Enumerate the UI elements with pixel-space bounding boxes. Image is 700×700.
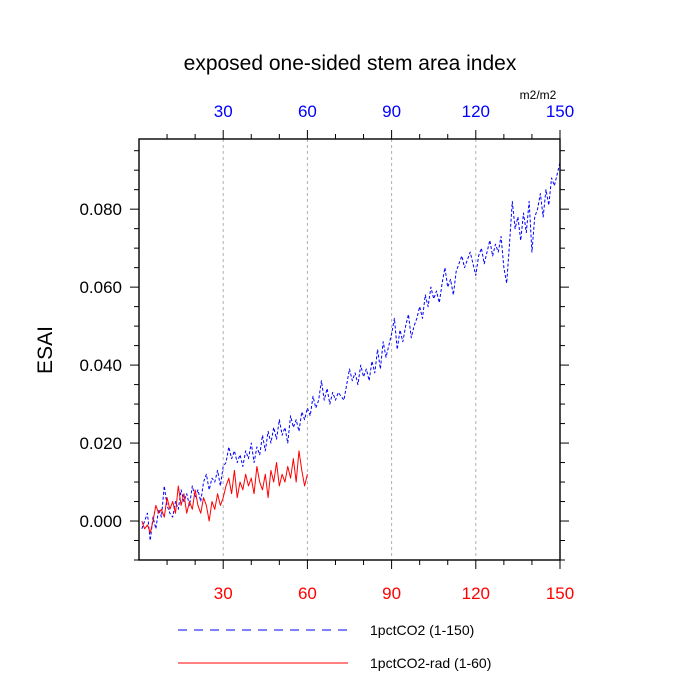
- y-tick-label-1: 0.020: [79, 434, 122, 453]
- x-tick-label-top-3: 120: [462, 102, 490, 121]
- y-axis-label: ESAI: [34, 326, 57, 374]
- x-tick-label-top-4: 150: [546, 102, 574, 121]
- x-tick-label-bottom-0: 30: [214, 584, 233, 603]
- legend: 1pctCO2 (1-150) 1pctCO2-rad (1-60): [178, 622, 491, 671]
- legend-label-0: 1pctCO2 (1-150): [370, 622, 474, 638]
- legend-label-1: 1pctCO2-rad (1-60): [370, 655, 491, 671]
- chart-title: exposed one-sided stem area index: [184, 52, 517, 75]
- y-tick-label-0: 0.000: [79, 512, 122, 531]
- y-tick-label-2: 0.040: [79, 356, 122, 375]
- plot-frame: [138, 138, 561, 561]
- x-tick-label-top-0: 30: [214, 102, 233, 121]
- x-tick-label-bottom-4: 150: [546, 584, 574, 603]
- y-tick-label-4: 0.080: [79, 200, 122, 219]
- series-line-0: [141, 162, 561, 542]
- x-tick-label-bottom-3: 120: [462, 584, 490, 603]
- series-layer: [141, 162, 561, 542]
- x-tick-label-bottom-2: 90: [382, 584, 401, 603]
- gridlines: [222, 139, 477, 560]
- y-tick-label-3: 0.060: [79, 278, 122, 297]
- x-tick-label-top-2: 90: [382, 102, 401, 121]
- series-line-1: [141, 450, 308, 534]
- x-tick-label-top-1: 60: [298, 102, 317, 121]
- units-label: m2/m2: [520, 88, 557, 102]
- axis-ticks: 30 30 60 60 90 90 120 120 150 150 0.000 0.020 0.040 0…: [79, 102, 574, 603]
- x-tick-label-bottom-1: 60: [298, 584, 317, 603]
